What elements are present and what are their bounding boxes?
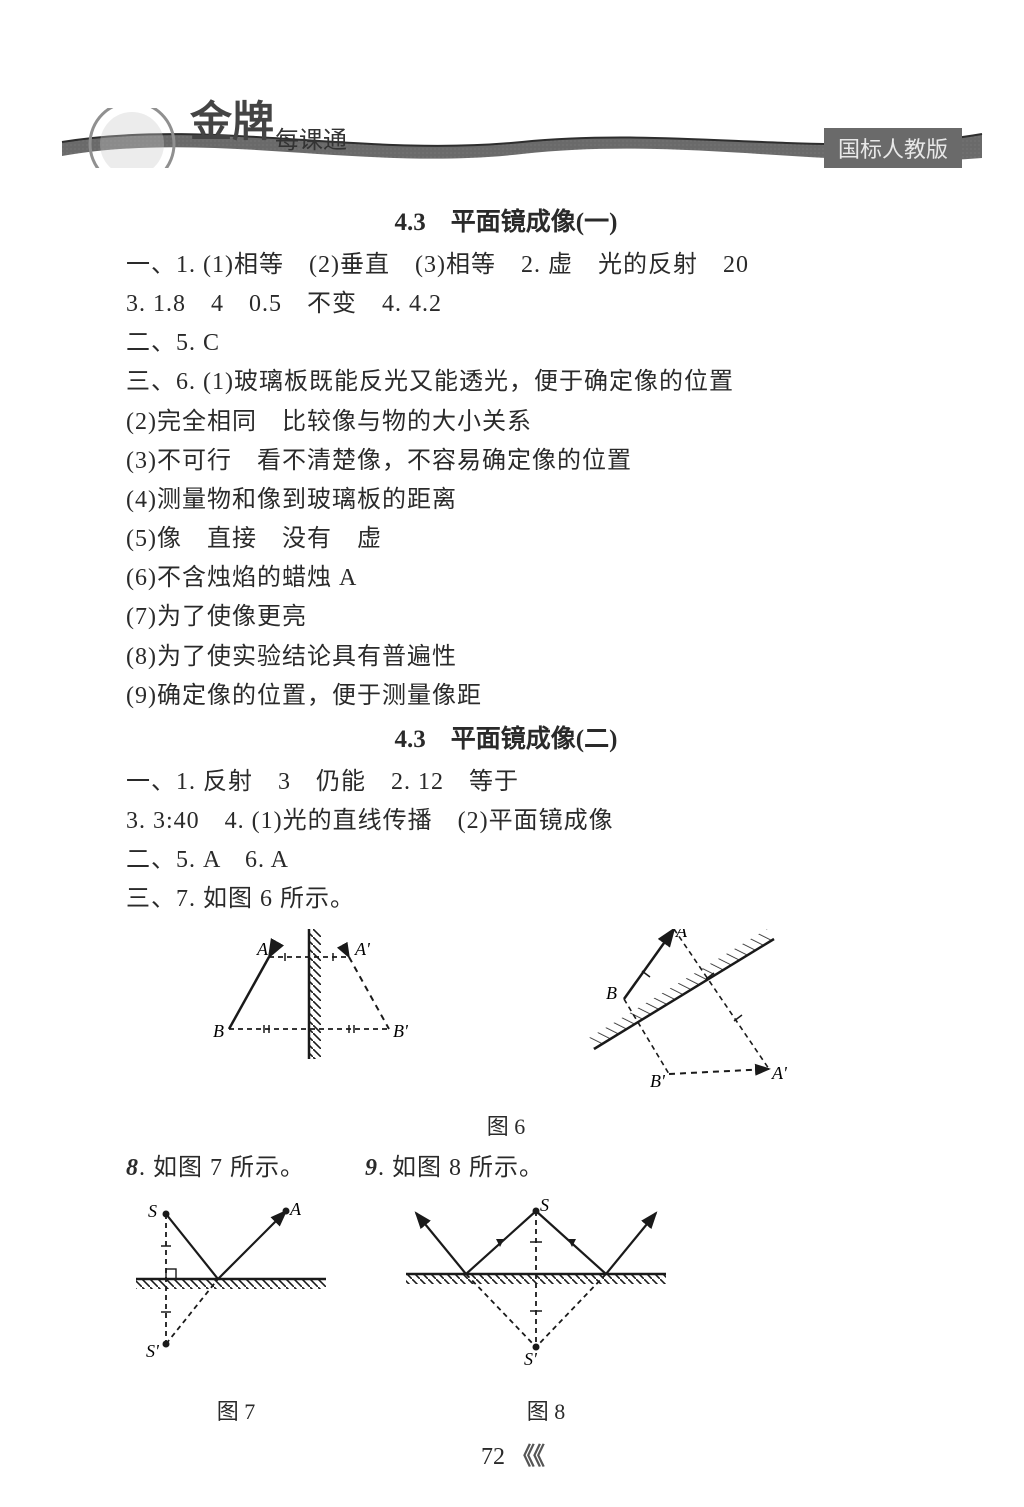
fig8-S-label: S <box>540 1199 549 1215</box>
fig6a-Bp-label: B' <box>393 1021 409 1041</box>
fig6b-Ap-label: A' <box>771 1063 788 1083</box>
s2-l3: 三、7. 如图 6 所示。 <box>126 881 886 918</box>
logo-sub: 每课通 <box>275 120 347 155</box>
s1-l8: (6)不含烛焰的蜡烛 A <box>126 560 886 597</box>
fig7-Sp-label: S' <box>146 1341 160 1361</box>
s1-l0: 一、1. (1)相等 (2)垂直 (3)相等 2. 虚 光的反射 20 <box>126 247 886 284</box>
page-content: 4.3 平面镜成像(一) 一、1. (1)相等 (2)垂直 (3)相等 2. 虚… <box>126 198 886 1429</box>
s2-l2: 二、5. A 6. A <box>126 842 886 879</box>
page-number: 72 《《 <box>0 1436 1024 1471</box>
fig6b-A-label: A <box>675 929 688 941</box>
s2-line-8: 88. 如图 7 所示。. 如图 7 所示。 <box>126 1150 305 1187</box>
fig6-caption: 图 6 <box>126 1110 886 1144</box>
figure-6-area: A A' B B' <box>126 929 886 1144</box>
fig8-caption: 图 8 <box>396 1395 696 1429</box>
s1-l6: (4)测量物和像到玻璃板的距离 <box>126 482 886 519</box>
fig7-A-label: A <box>289 1199 302 1219</box>
s1-l2: 二、5. C <box>126 325 886 362</box>
s2-l1: 3. 3:40 4. (1)光的直线传播 (2)平面镜成像 <box>126 803 886 840</box>
figure-8: S S' 图 8 <box>396 1199 696 1429</box>
s1-l10: (8)为了使实验结论具有普遍性 <box>126 639 886 676</box>
s1-l5: (3)不可行 看不清楚像，不容易确定像的位置 <box>126 443 886 480</box>
s1-l7: (5)像 直接 没有 虚 <box>126 521 886 558</box>
fig6a-Ap-label: A' <box>354 939 371 959</box>
s1-l11: (9)确定像的位置，便于测量像距 <box>126 678 886 715</box>
s1-l1: 3. 1.8 4 0.5 不变 4. 4.2 <box>126 286 886 323</box>
fig7-S-label: S <box>148 1201 157 1221</box>
figure-6b: A B A' B' <box>584 929 804 1106</box>
figure-6a: A A' B B' <box>209 929 419 1106</box>
s1-l9: (7)为了使像更亮 <box>126 599 886 636</box>
s1-l4: (2)完全相同 比较像与物的大小关系 <box>126 404 886 441</box>
figure-7: S A S' 图 7 <box>126 1199 346 1429</box>
fig6a-A-label: A <box>256 939 269 959</box>
section-2-title: 4.3 平面镜成像(二) <box>126 721 886 760</box>
fig8-Sp-label: S' <box>524 1349 538 1369</box>
s1-l3: 三、6. (1)玻璃板既能反光又能透光，便于确定像的位置 <box>126 364 886 401</box>
logo-main: 金牌 <box>190 88 274 149</box>
fig6b-B-label: B <box>606 983 617 1003</box>
s2-l0: 一、1. 反射 3 仍能 2. 12 等于 <box>126 764 886 801</box>
fig7-caption: 图 7 <box>126 1395 346 1429</box>
fig6a-B-label: B <box>213 1021 224 1041</box>
figure-78-area: S A S' 图 7 <box>126 1199 886 1429</box>
section-1-title: 4.3 平面镜成像(一) <box>126 204 886 243</box>
s2-line-9: 9. 如图 8 所示。 <box>365 1150 544 1187</box>
edition-tag: 国标人教版 <box>824 128 962 168</box>
fig6b-Bp-label: B' <box>650 1071 666 1091</box>
